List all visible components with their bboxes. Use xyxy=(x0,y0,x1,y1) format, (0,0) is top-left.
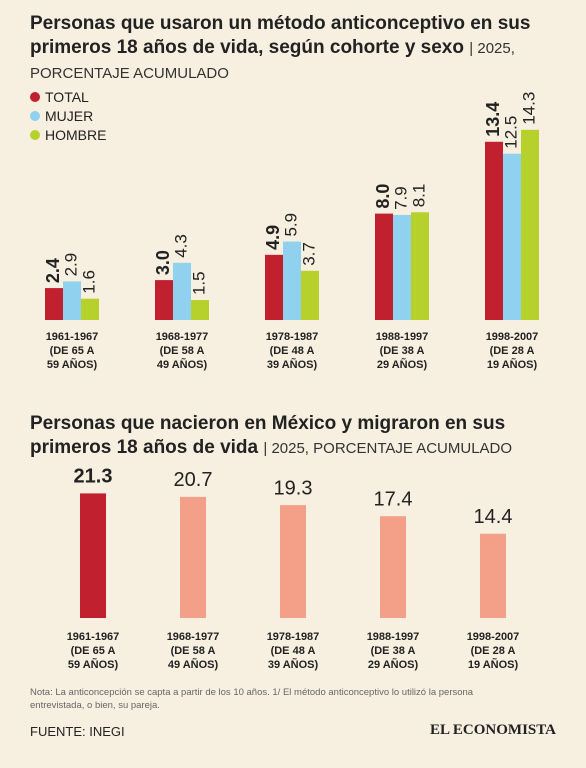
bar xyxy=(393,214,411,320)
bar xyxy=(180,496,206,618)
chart-heading: Personas que usaron un método anticoncep… xyxy=(30,12,560,86)
legend-swatch xyxy=(30,130,40,140)
value-label: 2.9 xyxy=(61,253,80,277)
bar xyxy=(81,298,99,320)
x-tick-label: 1998-2007 (DE 28 A 19 AÑOS) xyxy=(466,631,520,671)
value-label: 4.3 xyxy=(171,234,190,258)
value-label: 20.7 xyxy=(174,469,213,491)
bar xyxy=(173,262,191,320)
legend-label: TOTAL xyxy=(45,89,89,105)
bar xyxy=(503,153,521,320)
brand: EL ECONOMISTA xyxy=(430,722,556,738)
value-label: 1.6 xyxy=(79,270,98,294)
bar xyxy=(63,281,81,320)
value-label: 1.5 xyxy=(189,271,208,295)
x-tick-label: 1961-1967 (DE 65 A 59 AÑOS) xyxy=(45,331,99,371)
bar xyxy=(265,254,283,320)
bar xyxy=(375,213,393,320)
chart-subtitle: | 2025, PORCENTAJE ACUMULADO xyxy=(30,40,515,82)
x-tick-label: 1968-1977 (DE 58 A 49 AÑOS) xyxy=(155,331,209,371)
bar xyxy=(521,129,539,320)
value-label: 3.0 xyxy=(153,250,173,275)
chart-heading: Personas que nacieron en México y migrar… xyxy=(30,412,560,461)
x-tick-label: 1968-1977 (DE 58 A 49 AÑOS) xyxy=(166,631,220,671)
bar xyxy=(191,300,209,320)
x-tick-label: 1988-1997 (DE 38 A 29 AÑOS) xyxy=(375,331,429,371)
value-label: 2.4 xyxy=(43,258,63,283)
value-label: 21.3 xyxy=(74,466,113,488)
x-tick-label: 1998-2007 (DE 28 A 19 AÑOS) xyxy=(485,331,539,371)
bar xyxy=(485,141,503,320)
bar xyxy=(480,533,506,618)
bar xyxy=(80,493,106,618)
bar xyxy=(45,288,63,320)
x-tick-label: 1988-1997 (DE 38 A 29 AÑOS) xyxy=(366,631,420,671)
x-tick-label: 1961-1967 (DE 65 A 59 AÑOS) xyxy=(66,631,120,671)
value-label: 14.3 xyxy=(519,92,538,125)
legend-label: HOMBRE xyxy=(45,127,107,143)
legend-entry: HOMBRE xyxy=(30,127,106,143)
bar xyxy=(380,516,406,618)
value-label: 8.1 xyxy=(409,184,428,208)
legend-swatch xyxy=(30,111,40,121)
bar xyxy=(283,241,301,320)
bar xyxy=(280,505,306,618)
value-label: 4.9 xyxy=(263,225,283,250)
legend-label: MUJER xyxy=(45,108,94,124)
value-label: 17.4 xyxy=(374,488,413,510)
legend-entry: MUJER xyxy=(30,108,93,124)
chart-subtitle: | 2025, PORCENTAJE ACUMULADO xyxy=(263,440,513,457)
value-label: 13.4 xyxy=(483,102,503,137)
legend-swatch xyxy=(30,92,40,102)
bar xyxy=(411,212,429,320)
value-label: 7.9 xyxy=(391,186,410,210)
value-label: 5.9 xyxy=(281,213,300,237)
value-label: 12.5 xyxy=(501,116,520,149)
chart-title: Personas que nacieron en México y migrar… xyxy=(30,413,506,458)
value-label: 19.3 xyxy=(274,477,313,499)
note: Nota: La anticoncepción se capta a parti… xyxy=(30,687,474,711)
legend-entry: TOTAL xyxy=(30,89,89,105)
chart-title: Personas que usaron un método anticoncep… xyxy=(30,13,531,58)
source: FUENTE: INEGI xyxy=(30,724,125,739)
value-label: 8.0 xyxy=(373,184,393,209)
bar xyxy=(155,280,173,320)
bar xyxy=(301,270,319,320)
x-tick-label: 1978-1987 (DE 48 A 39 AÑOS) xyxy=(265,331,319,371)
x-tick-label: 1978-1987 (DE 48 A 39 AÑOS) xyxy=(266,631,320,671)
value-label: 14.4 xyxy=(474,506,513,528)
value-label: 3.7 xyxy=(299,242,318,266)
